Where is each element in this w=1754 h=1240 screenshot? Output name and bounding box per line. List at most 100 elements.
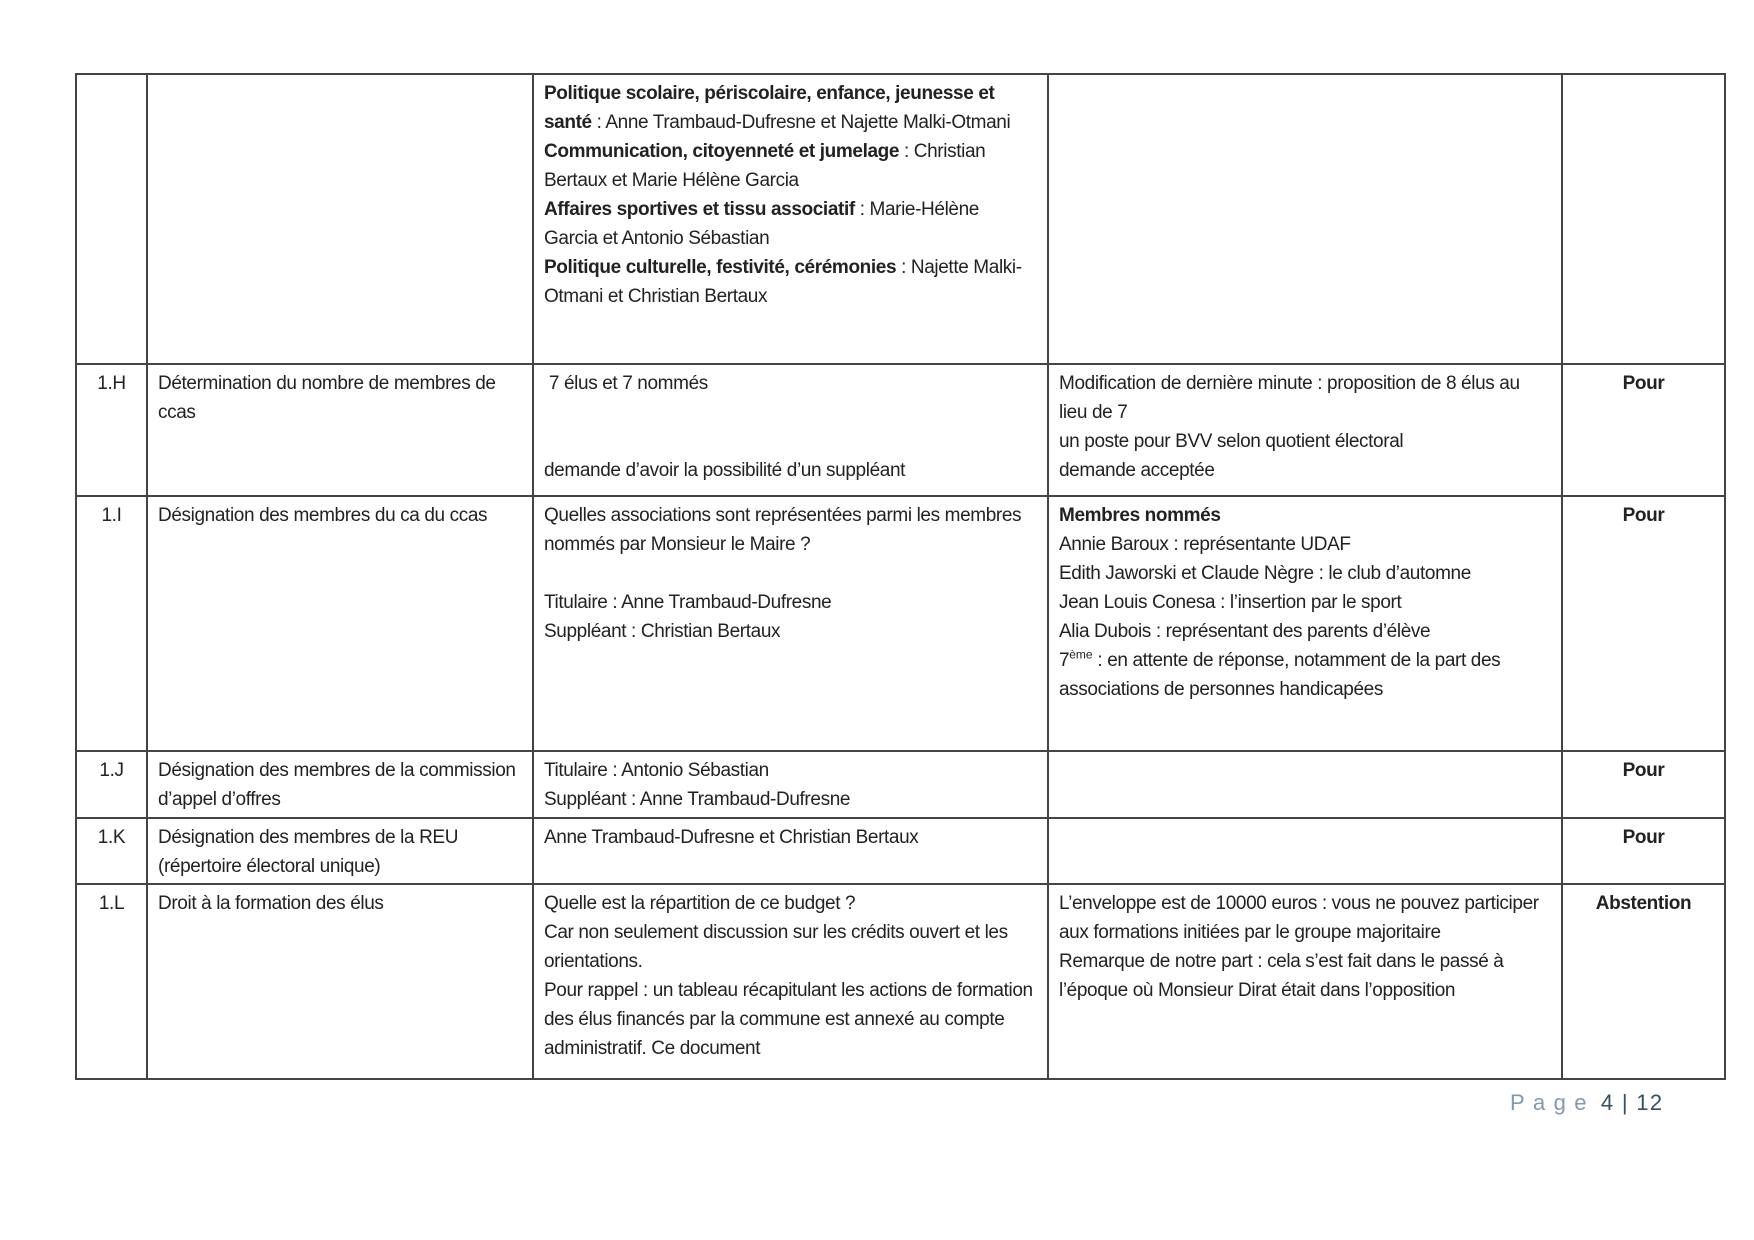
cell-item: 1.K [75, 817, 148, 885]
text-run: Alia Dubois : représentant des parents d… [1059, 621, 1431, 642]
cell-details: Anne Trambaud-Dufresne et Christian Bert… [532, 817, 1049, 885]
cell-item: 1.I [75, 495, 148, 752]
text-run: : Christian Bertaux et Marie Hélène Garc… [544, 141, 991, 191]
paragraph: Affaires sportives et tissu associatif :… [544, 195, 1037, 253]
text-run: 1.L [98, 893, 125, 914]
text-run: Edith Jaworski et Claude Nègre : le club… [1059, 563, 1471, 584]
table-row: 1.I Désignation des membres du ca du ccas… [75, 495, 1726, 752]
paragraph: Suppléant : Anne Trambaud-Dufresne [544, 785, 1037, 814]
footer-page-label: Page [1510, 1090, 1595, 1115]
text-run: ème [1069, 647, 1093, 662]
paragraph: 1.L [87, 889, 136, 918]
paragraph: 1.K [87, 823, 136, 852]
paragraph: Quelles associations sont représentées p… [544, 501, 1037, 559]
cell-vote: Pour [1561, 817, 1726, 885]
text-run: L’enveloppe est de 10000 euros : vous ne… [1059, 893, 1544, 943]
paragraph: Edith Jaworski et Claude Nègre : le club… [1059, 559, 1551, 588]
paragraph [544, 398, 1037, 427]
text-run: Jean Louis Conesa : l’insertion par le s… [1059, 592, 1402, 613]
paragraph: Modification de dernière minute : propos… [1059, 369, 1551, 427]
paragraph [544, 559, 1037, 588]
paragraph: 7ème : en attente de réponse, notamment … [1059, 646, 1551, 704]
text-run: Pour [1622, 760, 1665, 781]
paragraph: Remarque de notre part : cela s’est fait… [1059, 947, 1551, 1005]
text-run: Annie Baroux : représentante UDAF [1059, 534, 1351, 555]
cell-item: 1.L [75, 883, 148, 1080]
cell-subject [146, 73, 534, 365]
text-run: 7 élus et 7 nommés [544, 373, 708, 394]
text-run: demande d’avoir la possibilité d’un supp… [544, 460, 906, 481]
paragraph [544, 427, 1037, 456]
cell-comments: L’enveloppe est de 10000 euros : vous ne… [1047, 883, 1563, 1080]
cell-subject: Désignation des membres du ca du ccas [146, 495, 534, 752]
text-run: 1.J [99, 760, 124, 781]
cell-vote: Pour [1561, 363, 1726, 497]
paragraph: Pour [1573, 369, 1714, 398]
text-run: Pour [1622, 827, 1665, 848]
cell-subject: Désignation des membres de la REU (réper… [146, 817, 534, 885]
text-run: Détermination du nombre de membres de cc… [158, 373, 501, 423]
paragraph: Pour [1573, 501, 1714, 530]
cell-vote [1561, 73, 1726, 365]
text-run: : Marie-Hélène Garcia et Antonio Sébasti… [544, 199, 984, 249]
text-run: Politique scolaire, périscolaire, enfanc… [544, 83, 1000, 133]
text-run: Membres nommés [1059, 505, 1221, 526]
text-run: Titulaire : Antonio Sébastian [544, 760, 769, 781]
text-run: Abstention [1595, 893, 1692, 914]
cell-subject: Droit à la formation des élus [146, 883, 534, 1080]
paragraph: Quelle est la répartition de ce budget ? [544, 889, 1037, 918]
text-run: Titulaire : Anne Trambaud-Dufresne [544, 592, 832, 613]
cell-details: Titulaire : Antonio Sébastian Suppléant :… [532, 750, 1049, 819]
cell-comments: Modification de dernière minute : propos… [1047, 363, 1563, 497]
cell-item [75, 73, 148, 365]
cell-vote: Abstention [1561, 883, 1726, 1080]
paragraph: Pour [1573, 756, 1714, 785]
paragraph: 1.J [87, 756, 136, 785]
text-run: : en attente de réponse, notamment de la… [1059, 650, 1506, 700]
table-row: Politique scolaire, périscolaire, enfanc… [75, 73, 1726, 365]
cell-details: Quelle est la répartition de ce budget ?… [532, 883, 1049, 1080]
text-run: 1.H [97, 373, 126, 394]
paragraph: Désignation des membres du ca du ccas [158, 501, 522, 530]
text-run: un poste pour BVV selon quotient élector… [1059, 431, 1404, 452]
paragraph: Pour [1573, 823, 1714, 852]
text-run: : Anne Trambaud-Dufresne et Najette Malk… [591, 112, 1011, 133]
paragraph: 7 élus et 7 nommés [544, 369, 1037, 398]
text-run: : Najette Malki-Otmani et Christian Bert… [544, 257, 1022, 307]
text-run: 1.K [97, 827, 126, 848]
cell-details: 7 élus et 7 nommés demande d’avoir la pos… [532, 363, 1049, 497]
paragraph: Suppléant : Christian Bertaux [544, 617, 1037, 646]
text-run: Pour [1622, 505, 1665, 526]
table-row: 1.H Détermination du nombre de membres de… [75, 363, 1726, 497]
cell-comments: Membres nommés Annie Baroux : représentan… [1047, 495, 1563, 752]
text-run: 7 [1059, 650, 1070, 671]
page-footer: Page 4 | 12 [1510, 1090, 1663, 1116]
text-run: Quelles associations sont représentées p… [544, 505, 1027, 555]
cell-comments [1047, 750, 1563, 819]
cell-comments [1047, 817, 1563, 885]
paragraph: Détermination du nombre de membres de cc… [158, 369, 522, 427]
text-run: Droit à la formation des élus [158, 893, 384, 914]
paragraph: Jean Louis Conesa : l’insertion par le s… [1059, 588, 1551, 617]
paragraph: Politique culturelle, festivité, cérémon… [544, 253, 1037, 311]
cell-item: 1.J [75, 750, 148, 819]
table-row: 1.J Désignation des membres de la commiss… [75, 750, 1726, 819]
text-run: Suppléant : Christian Bertaux [544, 621, 781, 642]
table-row: 1.L Droit à la formation des élus Quelle e… [75, 883, 1726, 1080]
paragraph: Car non seulement discussion sur les cré… [544, 918, 1037, 976]
text-run: Communication, citoyenneté et jumelage [544, 141, 900, 162]
text-run: Politique culturelle, festivité, cérémon… [544, 257, 897, 278]
text-run: 1.I [101, 505, 122, 526]
cell-subject: Désignation des membres de la commission… [146, 750, 534, 819]
text-run: Suppléant : Anne Trambaud-Dufresne [544, 789, 851, 810]
cell-subject: Détermination du nombre de membres de cc… [146, 363, 534, 497]
text-run: Pour [1622, 373, 1665, 394]
text-run: Anne Trambaud-Dufresne et Christian Bert… [544, 827, 919, 848]
text-run: Désignation des membres de la commission… [158, 760, 521, 810]
cell-vote: Pour [1561, 750, 1726, 819]
text-run: demande acceptée [1059, 460, 1215, 481]
paragraph: Droit à la formation des élus [158, 889, 522, 918]
paragraph: Alia Dubois : représentant des parents d… [1059, 617, 1551, 646]
text-run: Désignation des membres de la REU (réper… [158, 827, 463, 877]
text-run: Désignation des membres du ca du ccas [158, 505, 488, 526]
